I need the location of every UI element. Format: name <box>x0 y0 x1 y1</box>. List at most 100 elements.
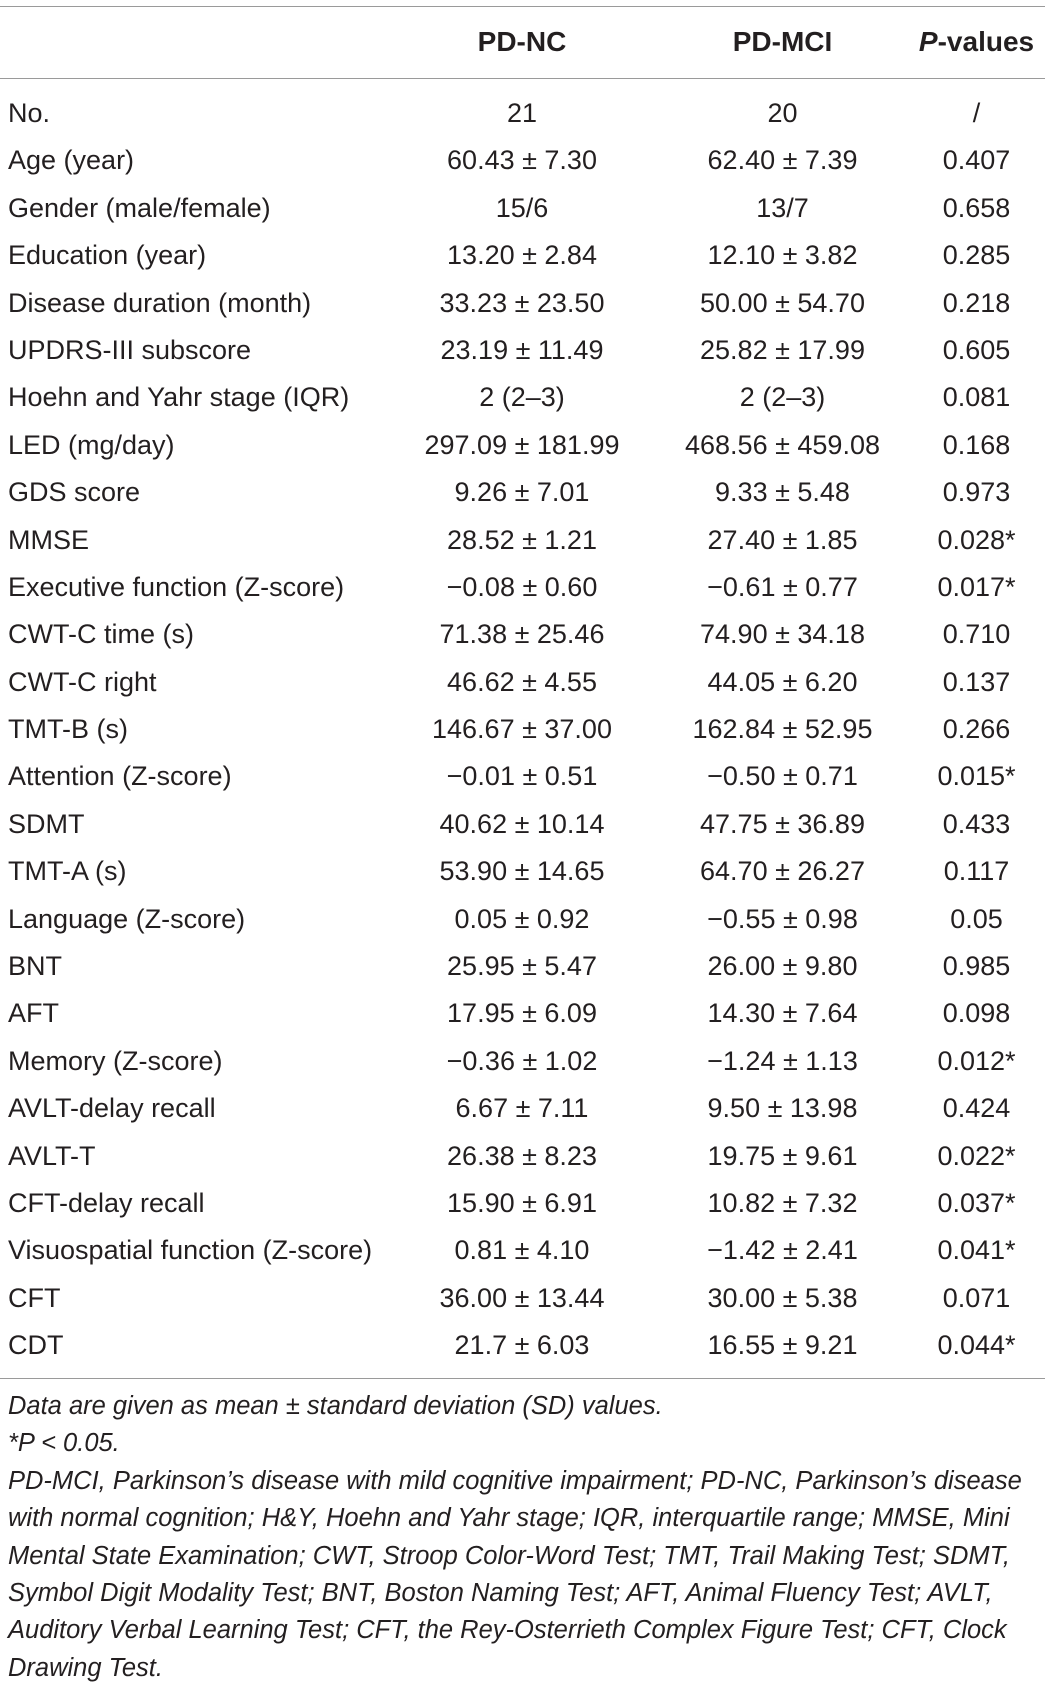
cell-pd-mci: 30.00 ± 5.38 <box>707 1282 858 1313</box>
cell-p-value: 0.168 <box>942 429 1011 460</box>
row-label: SDMT <box>8 808 85 839</box>
row-label: Memory (Z-score) <box>8 1045 223 1076</box>
cell-p-value: 0.015* <box>937 761 1016 792</box>
cell-pd-nc: 146.67 ± 37.00 <box>432 714 612 745</box>
cell-pd-mci: 20 <box>767 98 798 128</box>
cell-pd-nc: 9.26 ± 7.01 <box>454 477 590 508</box>
footnote-significance: *P < 0.05. <box>8 1429 120 1458</box>
row-label: Disease duration (month) <box>8 287 312 318</box>
row-label: Language (Z-score) <box>8 903 246 934</box>
row-label: GDS score <box>8 477 141 508</box>
cell-pd-mci: 9.33 ± 5.48 <box>715 477 850 508</box>
header-p-rest: -values <box>937 26 1035 57</box>
cell-pd-mci: 26.00 ± 9.80 <box>707 951 858 982</box>
row-label: CWT-C time (s) <box>8 619 194 650</box>
cell-pd-mci: 74.90 ± 34.18 <box>700 619 865 650</box>
cell-p-value: 0.041* <box>937 1235 1016 1266</box>
cell-pd-nc: 6.67 ± 7.11 <box>455 1093 589 1124</box>
row-label: Executive function (Z-score) <box>8 571 345 602</box>
cell-pd-mci: 16.55 ± 9.21 <box>707 1330 858 1361</box>
row-label: No. <box>8 98 51 128</box>
row-label: CDT <box>8 1330 64 1361</box>
cell-pd-nc: 40.62 ± 10.14 <box>439 808 605 839</box>
cell-pd-nc: −0.36 ± 1.02 <box>446 1045 598 1076</box>
cell-p-value: 0.081 <box>942 382 1011 413</box>
cell-p-value: 0.266 <box>942 714 1011 745</box>
cell-p-value: 0.071 <box>942 1282 1011 1313</box>
table-row: Attention (Z-score) −0.01 ± 0.51 −0.50 ± 0… <box>0 755 1045 802</box>
cell-pd-mci: 162.84 ± 52.95 <box>692 714 873 745</box>
table-row: GDS score 9.26 ± 7.01 9.33 ± 5.48 0.973 <box>0 471 1045 518</box>
row-label: Education (year) <box>8 240 207 271</box>
header-pd-nc: PD-NC <box>477 26 567 57</box>
cell-pd-nc: 17.95 ± 6.09 <box>447 998 597 1029</box>
cell-p-value: 0.05 <box>950 903 1003 934</box>
cell-pd-nc: 297.09 ± 181.99 <box>424 429 620 460</box>
footnote-mean-sd: Data are given as mean ± standard deviat… <box>8 1392 663 1420</box>
cell-pd-nc: 53.90 ± 14.65 <box>439 856 605 887</box>
table-row: SDMT 40.62 ± 10.14 47.75 ± 36.89 0.433 <box>0 803 1045 850</box>
row-label: BNT <box>8 951 62 982</box>
cell-p-value: / <box>972 98 981 128</box>
cell-pd-mci: 44.05 ± 6.20 <box>707 666 858 697</box>
cell-pd-mci: 468.56 ± 459.08 <box>685 429 880 460</box>
table-row: CFT-delay recall 15.90 ± 6.91 10.82 ± 7.32… <box>0 1182 1045 1229</box>
table-bottom-rule <box>0 1378 1045 1379</box>
row-label: MMSE <box>8 524 89 555</box>
cell-p-value: 0.605 <box>942 334 1011 365</box>
table-row: AVLT-T 26.38 ± 8.23 19.75 ± 9.61 0.022* <box>0 1135 1045 1182</box>
cell-pd-nc: 46.62 ± 4.55 <box>447 666 597 697</box>
cell-p-value: 0.044* <box>937 1330 1016 1361</box>
cell-p-value: 0.424 <box>942 1093 1011 1124</box>
table-row: Language (Z-score) 0.05 ± 0.92 −0.55 ± 0.9… <box>0 898 1045 945</box>
table-row: Executive function (Z-score) −0.08 ± 0.60… <box>0 566 1045 613</box>
cell-pd-mci: 47.75 ± 36.89 <box>700 808 865 839</box>
row-label: AFT <box>8 998 59 1029</box>
cell-pd-nc: 13.20 ± 2.84 <box>447 240 597 271</box>
table-row: AVLT-delay recall 6.67 ± 7.11 9.50 ± 13.98… <box>0 1087 1045 1134</box>
table-row: CFT 36.00 ± 13.44 30.00 ± 5.38 0.071 <box>0 1277 1045 1324</box>
cell-pd-mci: 50.00 ± 54.70 <box>700 287 865 318</box>
cell-pd-mci: −1.24 ± 1.13 <box>707 1045 858 1076</box>
cell-pd-mci: 2 (2–3) <box>739 382 826 413</box>
cell-p-value: 0.017* <box>937 571 1016 602</box>
cell-p-value: 0.037* <box>937 1187 1016 1218</box>
table-row: TMT-B (s) 146.67 ± 37.00 162.84 ± 52.95 0.2… <box>0 708 1045 755</box>
cell-p-value: 0.973 <box>942 477 1011 508</box>
header-p-values: P-values <box>908 26 1045 58</box>
header-pd-mci: PD-MCI <box>732 26 833 57</box>
cell-pd-mci: 64.70 ± 26.27 <box>700 856 865 887</box>
table-row: Gender (male/female) 15/6 13/7 0.658 <box>0 187 1045 234</box>
cell-pd-nc: 0.05 ± 0.92 <box>454 903 590 934</box>
table-row: No. 21 20 / <box>0 92 1045 139</box>
row-label: Gender (male/female) <box>8 192 271 223</box>
cell-p-value: 0.012* <box>937 1045 1016 1076</box>
cell-pd-mci: 27.40 ± 1.85 <box>707 524 858 555</box>
cell-pd-nc: 21 <box>506 98 538 128</box>
cell-pd-nc: 2 (2–3) <box>479 382 565 413</box>
cell-p-value: 0.407 <box>942 145 1011 176</box>
table-row: UPDRS-III subscore 23.19 ± 11.49 25.82 ± 1… <box>0 329 1045 376</box>
row-label: Attention (Z-score) <box>8 761 232 792</box>
table-row: CWT-C time (s) 71.38 ± 25.46 74.90 ± 34.18… <box>0 613 1045 660</box>
cell-pd-mci: −0.55 ± 0.98 <box>707 903 858 934</box>
row-label: Age (year) <box>8 145 135 176</box>
row-label: AVLT-delay recall <box>8 1093 216 1124</box>
table-row: LED (mg/day) 297.09 ± 181.99 468.56 ± 459.… <box>0 424 1045 471</box>
row-label: TMT-A (s) <box>8 856 127 887</box>
table-row: Disease duration (month) 33.23 ± 23.50 50.… <box>0 282 1045 329</box>
cell-p-value: 0.985 <box>942 951 1011 982</box>
footnote-abbreviations: PD-MCI, Parkinson’s disease with mild co… <box>8 1466 1022 1682</box>
cell-p-value: 0.022* <box>937 1140 1016 1171</box>
table-body: No. 21 20 / Age (year) 60.43 ± 7.30 62.40 ± 7.… <box>0 92 1045 1372</box>
row-label: AVLT-T <box>8 1140 96 1171</box>
cell-p-value: 0.710 <box>942 619 1011 650</box>
table-header-row: PD-NC PD-MCI P-values <box>0 6 1045 78</box>
cell-pd-nc: 23.19 ± 11.49 <box>440 334 604 365</box>
table-row: Hoehn and Yahr stage (IQR) 2 (2–3) 2 (2–3)… <box>0 376 1045 423</box>
row-label: CWT-C right <box>8 666 157 697</box>
cell-pd-mci: 13/7 <box>756 192 809 223</box>
cell-pd-mci: 10.82 ± 7.32 <box>707 1187 858 1218</box>
row-label: CFT <box>8 1282 61 1313</box>
cell-p-value: 0.433 <box>942 808 1011 839</box>
